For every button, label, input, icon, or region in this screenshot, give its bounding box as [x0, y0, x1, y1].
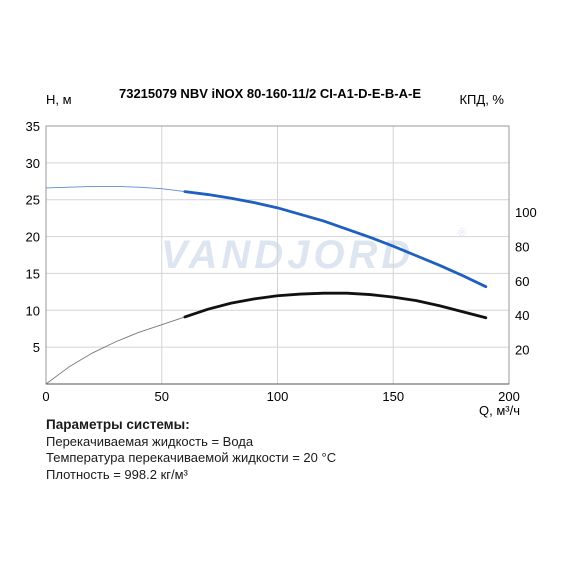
param-line-density: Плотность = 998.2 кг/м³: [46, 466, 188, 482]
y-axis-label-right: КПД, %: [459, 92, 504, 107]
efficiency-curve-extrapolated: [45, 316, 186, 385]
x-tick-label: 100: [267, 389, 289, 404]
registered-mark: ®: [458, 227, 466, 239]
tick-labels: 0 50 100 150 200 5 10 15 20 25 30 35 20 40 60 80 100: [26, 119, 537, 404]
x-tick-label: 0: [42, 389, 49, 404]
y-tick-label: 35: [26, 119, 40, 134]
param-line-liquid: Перекачиваемая жидкость = Вода: [46, 433, 254, 449]
y-axis-label-left: H, м: [46, 92, 72, 107]
x-tick-label: 150: [382, 389, 404, 404]
axes: [45, 125, 510, 385]
pump-curve-chart: VANDJORD ® 0 50 100 150 200 5 10 15 20 25 30 35 20 40 6…: [26, 86, 537, 418]
chart-title: 73215079 NBV iNOX 80-160-11/2 CI-A1-D-E-…: [119, 86, 421, 101]
x-axis-label: Q, м³/ч: [479, 403, 520, 418]
head-curve: [183, 190, 488, 289]
y-tick-label: 25: [26, 193, 40, 208]
y2-tick-label: 100: [515, 205, 537, 220]
y-tick-label: 30: [26, 156, 40, 171]
x-tick-label: 200: [498, 389, 520, 404]
system-parameters-title: Параметры системы:: [46, 417, 190, 432]
y2-tick-label: 20: [515, 343, 529, 358]
y-tick-label: 5: [33, 340, 40, 355]
param-line-temperature: Температура перекачиваемой жидкости = 20…: [46, 450, 337, 465]
y2-tick-label: 60: [515, 274, 529, 289]
y2-tick-label: 40: [515, 308, 529, 323]
watermark-text: VANDJORD: [161, 233, 415, 277]
grid: [46, 126, 509, 384]
y2-tick-label: 80: [515, 239, 529, 254]
y-tick-label: 10: [26, 303, 40, 318]
watermark: VANDJORD ®: [161, 227, 466, 277]
x-tick-label: 50: [155, 389, 169, 404]
y-tick-label: 20: [26, 230, 40, 245]
efficiency-curve: [183, 291, 488, 320]
series: [45, 185, 488, 385]
system-parameters: Параметры системы: Перекачиваемая жидкос…: [46, 417, 336, 483]
y-tick-label: 15: [26, 266, 40, 281]
head-curve-extrapolated: [45, 185, 185, 193]
